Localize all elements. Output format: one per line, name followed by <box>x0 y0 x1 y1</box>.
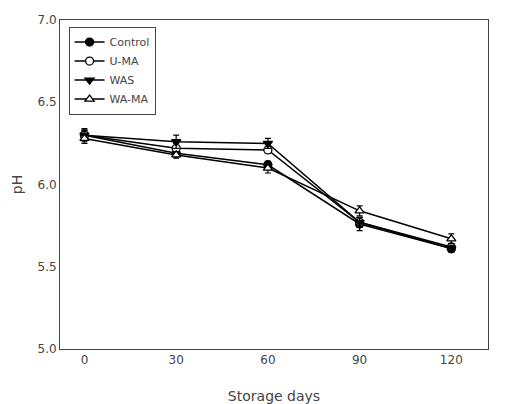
svg-text:7.0: 7.0 <box>38 13 57 27</box>
svg-text:120: 120 <box>440 353 463 367</box>
svg-text:30: 30 <box>169 353 184 367</box>
svg-text:5.0: 5.0 <box>38 342 57 356</box>
svg-text:0: 0 <box>81 353 89 367</box>
svg-text:5.5: 5.5 <box>38 260 57 274</box>
svg-text:90: 90 <box>352 353 367 367</box>
svg-text:Storage days: Storage days <box>228 388 320 404</box>
svg-text:WAS: WAS <box>110 74 135 87</box>
svg-text:WA-MA: WA-MA <box>110 93 149 106</box>
svg-text:Control: Control <box>110 36 150 49</box>
svg-text:6.0: 6.0 <box>38 178 57 192</box>
svg-text:60: 60 <box>260 353 275 367</box>
svg-text:6.5: 6.5 <box>38 95 57 109</box>
svg-text:U-MA: U-MA <box>110 55 140 68</box>
svg-text:pH: pH <box>9 175 25 194</box>
